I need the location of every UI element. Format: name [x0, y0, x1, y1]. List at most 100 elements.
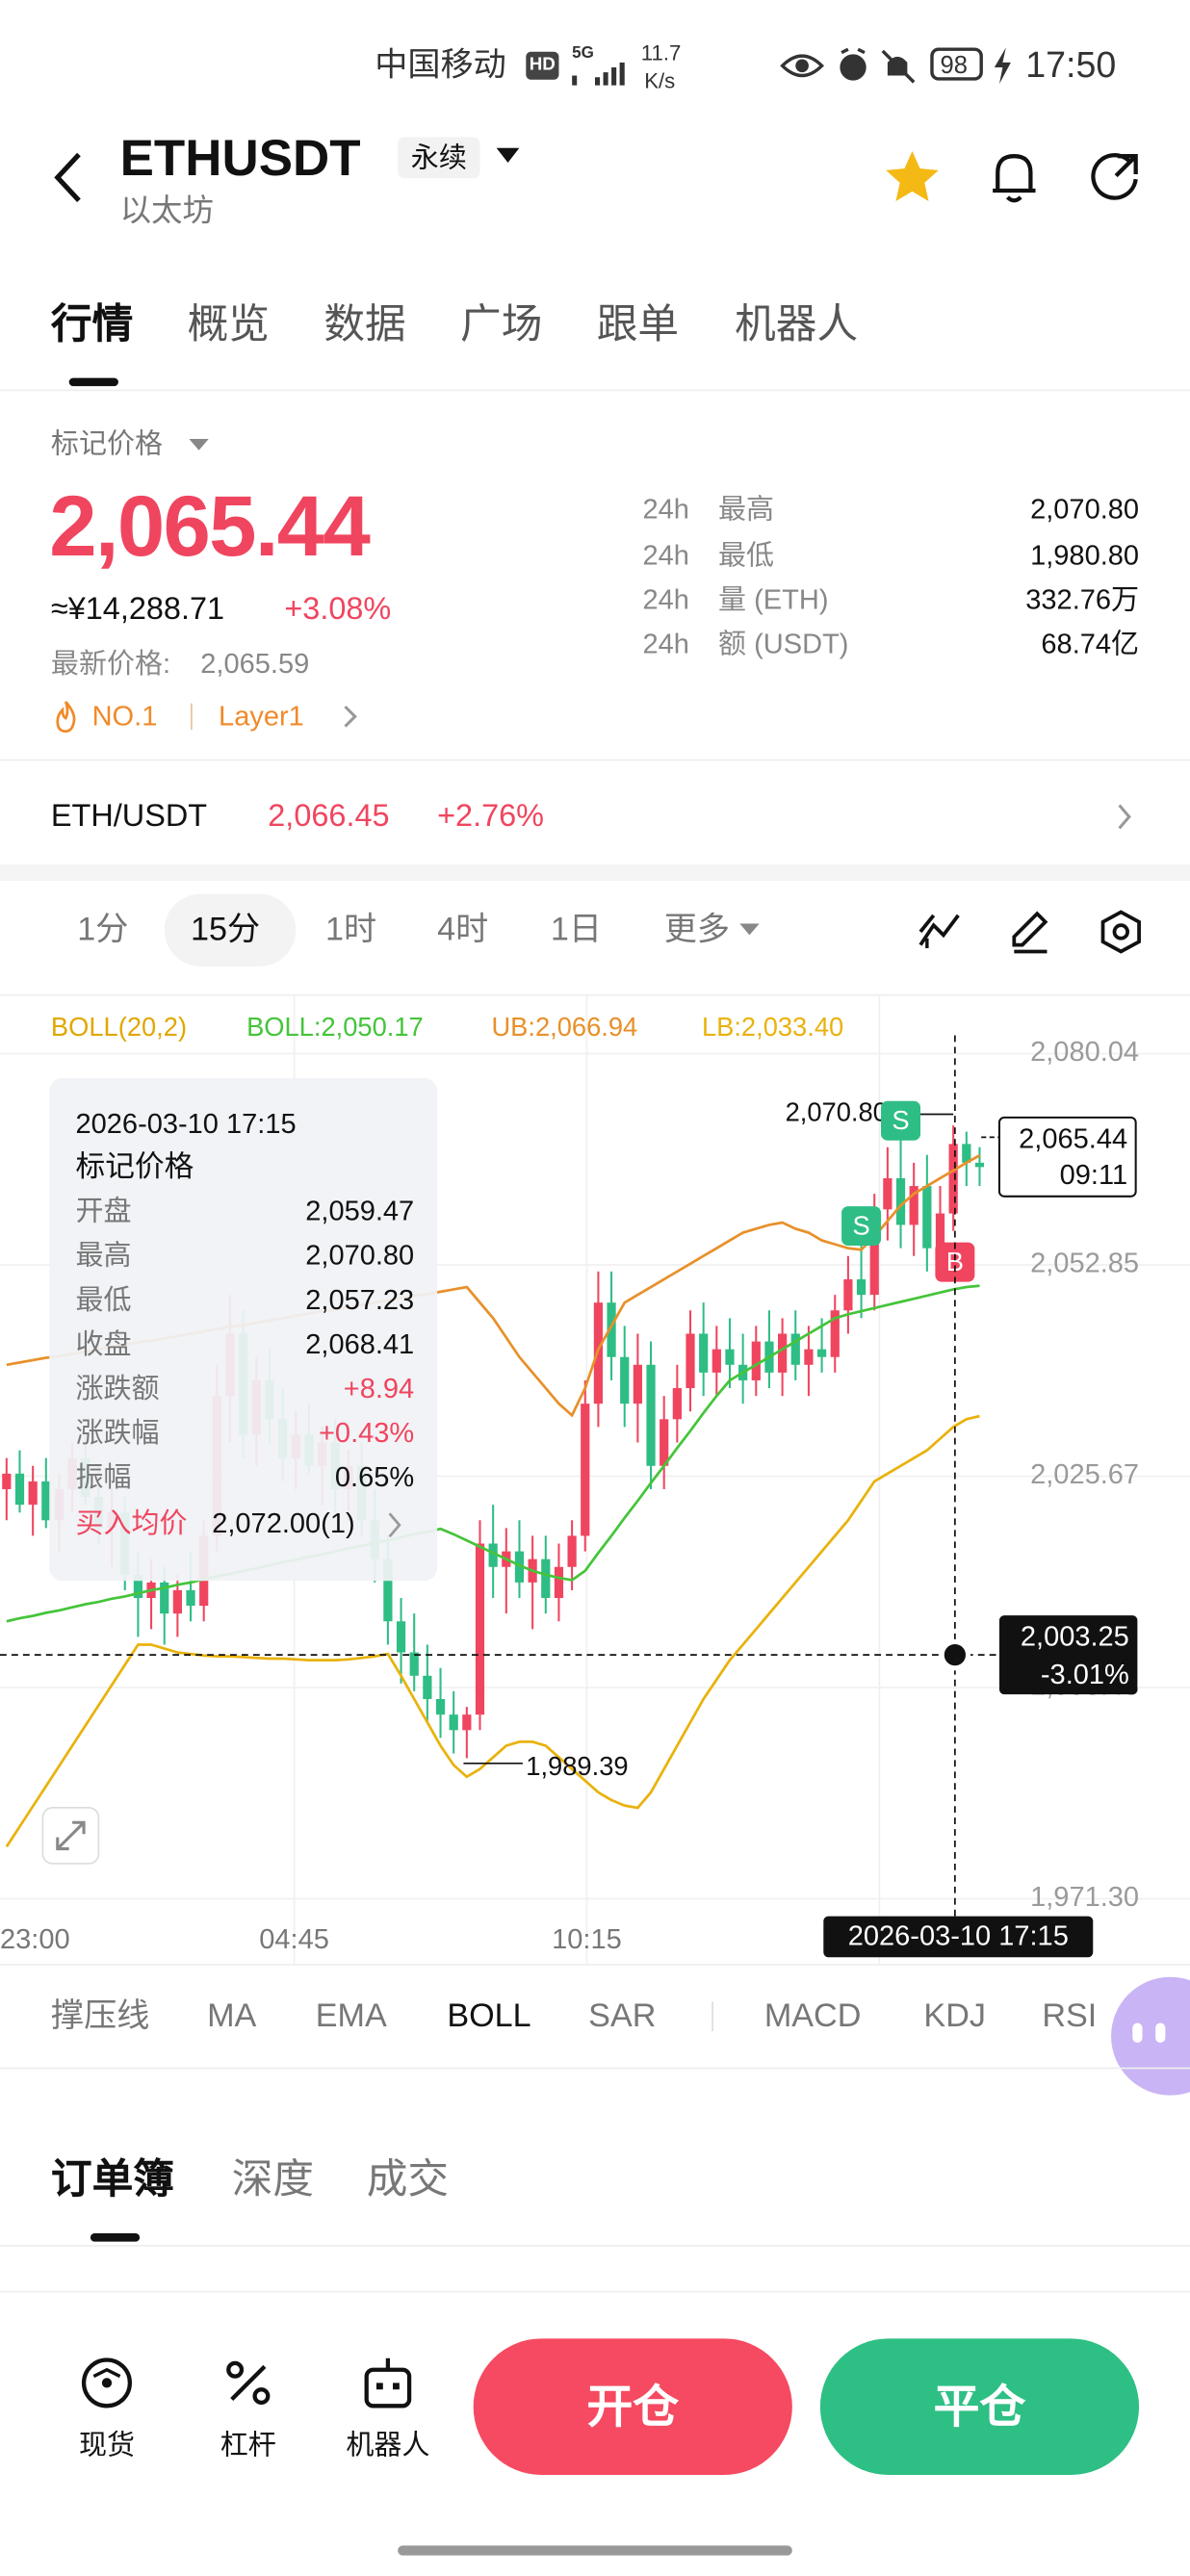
tab[interactable]: 数据: [323, 301, 406, 348]
orderbook-tab[interactable]: 订单簿: [50, 2156, 174, 2203]
tab[interactable]: 行情: [50, 301, 134, 348]
spot-pair[interactable]: ETH/USDT: [50, 799, 208, 835]
divider: [0, 2067, 1190, 2070]
interval[interactable]: 1日: [550, 912, 603, 949]
indicator-tab[interactable]: SAR: [588, 1997, 657, 2035]
indicator-tab[interactable]: 撑压线: [50, 1997, 150, 2035]
open-button[interactable]: [473, 2338, 792, 2476]
tooltip-date: 2026-03-10 17:15: [76, 1109, 297, 1140]
trade-signal: [881, 1100, 921, 1141]
kline-chart[interactable]: 2,080.042,052.852,025.671,998.481,971.30…: [0, 993, 1190, 1965]
candle-body: [475, 1543, 485, 1715]
legend-entry: UB:2,066.94: [491, 1012, 637, 1042]
candle-body: [607, 1302, 616, 1357]
candle-body: [935, 1213, 945, 1249]
bottom-nav-label[interactable]: 杠杆: [220, 2430, 276, 2461]
section-gap: [0, 863, 1190, 882]
latest-price: 2,065.59: [200, 648, 310, 680]
back-button[interactable]: [49, 151, 89, 204]
interval[interactable]: 1分: [77, 912, 129, 949]
dropdown-arrow[interactable]: [496, 147, 520, 165]
candle-body: [633, 1364, 642, 1404]
cny-price: ≈¥14,288.71: [50, 592, 225, 628]
candle-body: [843, 1278, 853, 1311]
stat-label: 额 (USDT): [718, 628, 849, 660]
contract-tag[interactable]: 永续: [398, 137, 480, 179]
crosshair-time: 2026-03-10 17:15: [848, 1920, 1069, 1951]
dropdown-arrow[interactable]: [739, 923, 760, 937]
indicator-tab[interactable]: MACD: [763, 1997, 862, 2035]
sector-tag[interactable]: Layer1: [219, 701, 304, 733]
interval[interactable]: 更多: [663, 912, 730, 949]
stat-period: 24h: [642, 628, 689, 660]
tooltip-value: 0.65%: [335, 1462, 414, 1493]
tab[interactable]: 跟单: [596, 301, 680, 348]
tooltip-value: 2,068.41: [305, 1329, 414, 1360]
divider: [0, 389, 1190, 392]
candle-body: [541, 1558, 551, 1599]
stat-value: 332.76万: [1025, 583, 1140, 616]
candle-body: [567, 1535, 577, 1567]
indicator-tab[interactable]: EMA: [315, 1997, 387, 2035]
alert-bell[interactable]: [988, 148, 1041, 207]
charging-icon: [994, 47, 1011, 85]
stat-label: 量 (ETH): [718, 583, 829, 616]
tab[interactable]: 广场: [460, 301, 543, 348]
close-label[interactable]: 平仓: [933, 2381, 1026, 2433]
last-price: 2,065.44: [1019, 1123, 1127, 1154]
candle-body: [28, 1481, 38, 1506]
tooltip-value: +0.43%: [319, 1418, 414, 1449]
bot-icon[interactable]: [358, 2354, 417, 2412]
mark-price-label[interactable]: 标记价格: [50, 427, 164, 460]
indicator-tab[interactable]: MA: [207, 1997, 257, 2035]
bottom-nav-label[interactable]: 机器人: [346, 2430, 430, 2461]
orderbook-tab[interactable]: 深度: [231, 2156, 315, 2203]
symbol: ETHUSDT: [119, 129, 361, 187]
candle-body: [514, 1551, 525, 1583]
stat-period: 24h: [642, 539, 689, 572]
tab-indicator: [68, 377, 118, 387]
price-change: +3.08%: [284, 592, 392, 628]
draw-button[interactable]: [1008, 909, 1054, 955]
trade-signal: [841, 1206, 882, 1247]
interval-selected-bg: [164, 893, 297, 966]
tooltip-label: 涨跌幅: [76, 1417, 160, 1449]
interval[interactable]: 1时: [325, 912, 377, 949]
buy-avg-value: 2,072.00(1): [212, 1508, 354, 1539]
interval[interactable]: 4时: [437, 912, 489, 949]
indicator-separator: [711, 2001, 713, 2032]
spot-icon[interactable]: [77, 2354, 136, 2412]
tab[interactable]: 概览: [187, 301, 271, 348]
indicator-button[interactable]: [918, 909, 964, 951]
interval[interactable]: 15分: [191, 912, 261, 949]
candle-body: [804, 1349, 814, 1365]
dropdown-arrow[interactable]: [189, 438, 209, 452]
orderbook-tab[interactable]: 成交: [366, 2156, 450, 2203]
settings-button[interactable]: [1098, 909, 1144, 955]
favorite-star[interactable]: [883, 148, 942, 207]
candle-body: [725, 1349, 735, 1365]
stat-period: 24h: [642, 583, 689, 616]
open-label[interactable]: 开仓: [586, 2381, 680, 2433]
chevron[interactable]: [342, 705, 358, 728]
close-button[interactable]: [819, 2338, 1140, 2476]
trade-signal: [935, 1242, 975, 1282]
indicator-tab[interactable]: RSI: [1042, 1997, 1098, 2035]
tooltip-label: 收盘: [76, 1328, 132, 1360]
spot-price: 2,066.45: [268, 799, 390, 835]
share-button[interactable]: [1088, 149, 1144, 205]
margin-icon[interactable]: [219, 2354, 277, 2412]
candle-body: [672, 1388, 682, 1420]
bottom-nav-label[interactable]: 现货: [78, 2430, 135, 2461]
y-tick-label: 2,080.04: [1030, 1037, 1139, 1068]
x-tick-label: 10:15: [552, 1924, 622, 1955]
rank-tag[interactable]: NO.1: [91, 701, 158, 733]
indicator-tab[interactable]: KDJ: [923, 1997, 986, 2035]
mark-price: 2,065.44: [49, 479, 371, 576]
chevron[interactable]: [1116, 804, 1132, 830]
assistant-bubble[interactable]: [1104, 1972, 1190, 2100]
indicator-tab[interactable]: BOLL: [447, 1997, 531, 2035]
tab[interactable]: 机器人: [735, 301, 859, 348]
trade-signal-label: S: [852, 1210, 869, 1240]
y-tick-label: 2,052.85: [1030, 1249, 1139, 1279]
